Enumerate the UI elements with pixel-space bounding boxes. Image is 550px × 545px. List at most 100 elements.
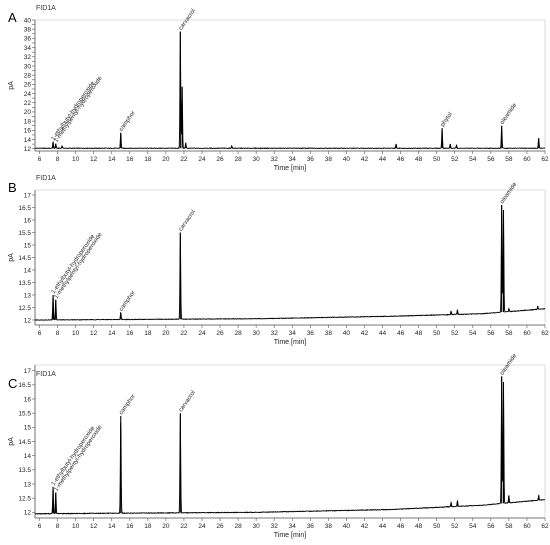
- y-tick-label: 16: [24, 128, 32, 135]
- x-tick-label: 40: [343, 330, 351, 337]
- x-tick-label: 30: [253, 156, 261, 163]
- x-tick-label: 36: [307, 330, 315, 337]
- x-tick-label: 36: [307, 156, 315, 163]
- x-tick-label: 20: [162, 156, 170, 163]
- x-tick-label: 38: [325, 330, 333, 337]
- x-tick-label: 32: [271, 523, 279, 530]
- x-tick-label: 62: [541, 523, 549, 530]
- x-tick-label: 52: [451, 156, 459, 163]
- x-tick-label: 16: [126, 523, 134, 530]
- peak-annotation: 1-ethylbutyl-hydroperoxide: [51, 425, 97, 487]
- plot-frame: [34, 364, 546, 519]
- x-tick-label: 58: [505, 156, 513, 163]
- y-tick-label: 16.5: [18, 382, 31, 389]
- x-tick-label: 14: [108, 330, 116, 337]
- peak-annotation: phytol: [440, 112, 454, 129]
- x-tick-label: 28: [234, 330, 242, 337]
- x-tick-label: 58: [505, 523, 513, 530]
- x-tick-label: 40: [343, 156, 351, 163]
- x-tick-label: 8: [56, 523, 60, 530]
- plot-frame: [34, 189, 546, 326]
- y-tick-label: 16: [24, 217, 32, 224]
- x-tick-label: 56: [487, 523, 495, 530]
- y-tick-label: 34: [24, 45, 32, 52]
- x-tick-label: 48: [415, 523, 423, 530]
- x-tick-label: 48: [415, 156, 423, 163]
- x-tick-label: 8: [56, 330, 60, 337]
- chromatogram-trace: [34, 205, 546, 321]
- peak-annotation: 1-ethylbutyl-hydroperoxide: [51, 233, 97, 295]
- x-tick-label: 16: [126, 156, 134, 163]
- x-tick-label: 6: [38, 330, 42, 337]
- y-tick-label: 15.5: [18, 230, 31, 237]
- y-axis-label: pA: [8, 253, 15, 262]
- x-tick-label: 42: [361, 523, 369, 530]
- y-tick-label: 17: [24, 192, 32, 199]
- x-tick-label: 50: [433, 330, 441, 337]
- x-tick-label: 40: [343, 523, 351, 530]
- x-tick-label: 62: [541, 156, 549, 163]
- y-tick-label: 15.5: [18, 410, 31, 417]
- y-axis-label: pA: [8, 81, 15, 90]
- y-tick-label: 13.5: [18, 467, 31, 474]
- y-tick-label: 14.5: [18, 439, 31, 446]
- y-axis-label: pA: [8, 437, 15, 446]
- x-tick-label: 26: [216, 523, 224, 530]
- y-tick-label: 13.5: [18, 280, 31, 287]
- x-tick-label: 52: [451, 330, 459, 337]
- x-tick-label: 22: [180, 330, 188, 337]
- y-tick-label: 12: [24, 317, 32, 324]
- y-tick-label: 14.5: [18, 255, 31, 262]
- y-tick-label: 17: [24, 368, 32, 375]
- y-tick-label: 12.5: [18, 305, 31, 312]
- y-tick-label: 24: [24, 91, 32, 98]
- x-tick-label: 38: [325, 523, 333, 530]
- x-tick-label: 46: [397, 523, 405, 530]
- x-tick-label: 36: [307, 523, 315, 530]
- x-tick-label: 38: [325, 156, 333, 163]
- x-tick-label: 54: [469, 330, 477, 337]
- y-tick-label: 36: [24, 36, 32, 43]
- y-tick-label: 15: [24, 242, 32, 249]
- x-tick-label: 58: [505, 330, 513, 337]
- x-tick-label: 44: [379, 156, 387, 163]
- panel-title: FID1A: [36, 5, 56, 12]
- y-tick-label: 40: [24, 17, 32, 24]
- panel-letter: C: [8, 376, 17, 391]
- x-axis-label: Time [min]: [274, 165, 306, 172]
- y-tick-label: 16: [24, 396, 32, 403]
- x-tick-label: 18: [144, 156, 152, 163]
- x-tick-label: 8: [56, 156, 60, 163]
- peak-annotation: oleamide: [499, 353, 518, 377]
- x-tick-label: 6: [38, 156, 42, 163]
- x-tick-label: 34: [289, 330, 297, 337]
- x-tick-label: 20: [162, 523, 170, 530]
- x-tick-label: 16: [126, 330, 134, 337]
- peak-annotation: carvacrol: [178, 390, 197, 413]
- panel-title: FID1A: [36, 371, 56, 378]
- x-tick-label: 18: [144, 330, 152, 337]
- x-tick-label: 24: [198, 330, 206, 337]
- chart-panel-a: A FID1A 12 14 16 18 20 22 24 26 28 30 32 34 36 38 40 6 8 10…: [8, 5, 549, 172]
- x-tick-label: 12: [90, 156, 98, 163]
- x-tick-label: 10: [72, 523, 80, 530]
- x-tick-label: 28: [234, 156, 242, 163]
- x-tick-label: 48: [415, 330, 423, 337]
- x-tick-label: 24: [198, 156, 206, 163]
- x-tick-label: 6: [38, 523, 42, 530]
- x-tick-label: 24: [198, 523, 206, 530]
- y-tick-label: 12.5: [18, 495, 31, 502]
- y-tick-label: 12: [24, 146, 32, 153]
- x-axis-label: Time [min]: [274, 532, 306, 539]
- y-tick-label: 12: [24, 510, 32, 517]
- chromatogram-trace: [34, 31, 546, 150]
- peak-annotation: 1-methylpentyl-hydroperoxide: [53, 231, 104, 300]
- y-tick-label: 32: [24, 54, 32, 61]
- peak-annotation: oleamide: [499, 181, 518, 205]
- x-tick-label: 54: [469, 523, 477, 530]
- x-tick-label: 60: [523, 330, 531, 337]
- x-tick-label: 12: [90, 523, 98, 530]
- y-tick-label: 38: [24, 26, 32, 33]
